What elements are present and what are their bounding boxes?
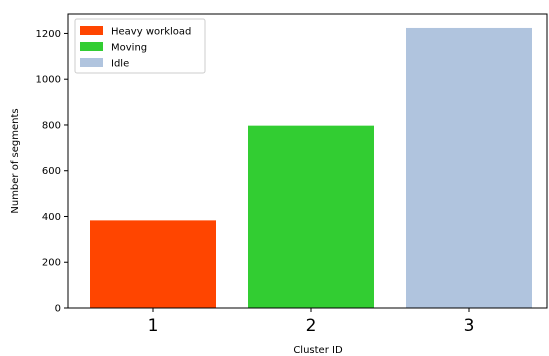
- legend: Heavy workload Moving Idle: [74, 18, 206, 74]
- x-axis-ticks: 1 2 3: [148, 308, 475, 336]
- y-tick-label: 200: [42, 258, 61, 269]
- legend-box: [74, 18, 206, 74]
- x-tick-label: 2: [306, 316, 317, 336]
- legend-label: Idle: [111, 59, 129, 70]
- y-tick-label: 0: [55, 304, 61, 315]
- x-tick-label: 3: [464, 316, 475, 336]
- x-tick-label: 1: [148, 316, 159, 336]
- y-tick-label: 1200: [36, 29, 61, 40]
- bar-cluster-1: [90, 220, 216, 308]
- y-tick-label: 1000: [36, 75, 61, 86]
- plot-frame: [67, 13, 548, 309]
- legend-swatch: [80, 26, 103, 35]
- y-tick-label: 400: [42, 212, 61, 223]
- bar-cluster-3: [406, 27, 532, 308]
- y-tick-label: 600: [42, 166, 61, 177]
- y-axis-ticks: 0 200 400 600 800 1000 1200: [36, 29, 68, 315]
- bars-group: [90, 27, 532, 308]
- legend-swatch: [80, 42, 103, 51]
- y-axis-label: Number of segments: [10, 108, 21, 213]
- legend-label: Heavy workload: [111, 27, 191, 38]
- legend-swatch: [80, 58, 103, 67]
- y-tick-label: 800: [42, 120, 61, 131]
- x-axis-label: Cluster ID: [293, 345, 343, 356]
- bar-cluster-2: [248, 125, 374, 308]
- legend-label: Moving: [111, 43, 147, 54]
